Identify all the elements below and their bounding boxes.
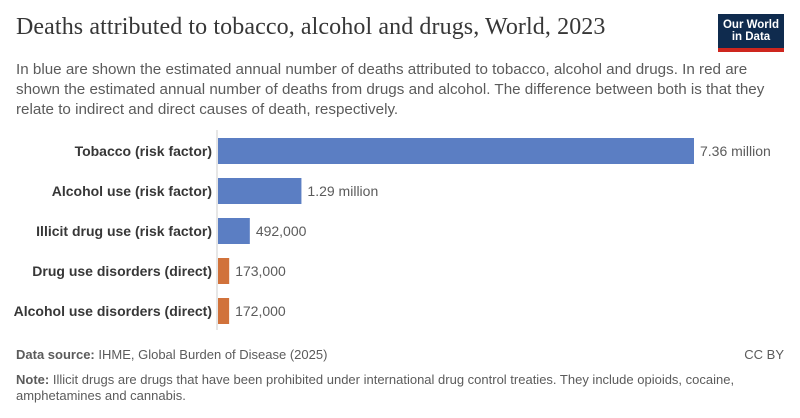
logo-line-2: in Data <box>731 31 771 43</box>
chart-subtitle: In blue are shown the estimated annual n… <box>16 61 765 118</box>
license-link[interactable]: CC BY <box>744 347 784 362</box>
source-text[interactable]: IHME, Global Burden of Disease (2025) <box>98 347 328 362</box>
value-label: 172,000 <box>235 303 286 319</box>
value-label: 1.29 million <box>307 183 378 199</box>
bar-alcohol-use-risk-factor[interactable] <box>218 178 302 204</box>
value-label: 173,000 <box>235 263 286 279</box>
data-source: Data source: IHME, Global Burden of Dise… <box>16 347 327 362</box>
bar-chart: Tobacco (risk factor) 7.36 million Alcohol… <box>14 130 771 330</box>
note-text: Illicit drugs are drugs that have been p… <box>16 372 735 403</box>
bar-illicit-drug-use-risk-factor[interactable] <box>218 218 250 244</box>
owid-logo[interactable]: Our World in Data <box>718 14 784 52</box>
chart-note: Note: Illicit drugs are drugs that have … <box>16 372 786 404</box>
category-label: Alcohol use (risk factor) <box>52 183 212 199</box>
category-label: Tobacco (risk factor) <box>75 143 212 159</box>
value-label: 7.36 million <box>700 143 771 159</box>
category-label: Drug use disorders (direct) <box>32 263 212 279</box>
category-label: Alcohol use disorders (direct) <box>14 303 212 319</box>
bar-tobacco-risk-factor[interactable] <box>218 138 694 164</box>
bar-alcohol-use-disorders-direct[interactable] <box>218 298 230 324</box>
logo-line-1: Our World <box>722 19 779 31</box>
category-label: Illicit drug use (risk factor) <box>36 223 212 239</box>
bar-drug-use-disorders-direct[interactable] <box>218 258 230 284</box>
source-label: Data source: <box>16 347 95 362</box>
chart-title: Deaths attributed to tobacco, alcohol an… <box>16 14 606 40</box>
value-label: 492,000 <box>256 223 307 239</box>
note-label: Note: <box>16 372 50 387</box>
